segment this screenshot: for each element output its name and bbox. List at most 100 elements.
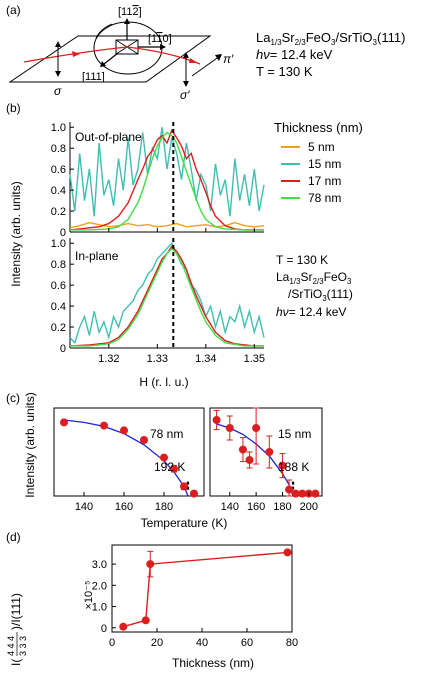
b-bot-series-15nm: [69, 241, 265, 345]
c-left-data-point: [170, 464, 178, 473]
c-right-data-point: [238, 445, 247, 454]
b-bot-xtick-label: 1.35: [244, 353, 265, 365]
c-right-data-point: [291, 489, 300, 498]
panel-d-xlabel: Thickness (nm): [172, 656, 254, 670]
b-bot-series-78nm: [70, 247, 264, 347]
d-xtick-label: 0: [109, 637, 115, 649]
b-top-ytick-label: 0.6: [51, 164, 66, 176]
panel-b-title-oop: Out-of-plane: [75, 130, 142, 144]
b-bot-series-17nm: [69, 245, 264, 347]
c-right-data-point: [278, 461, 287, 470]
d-ytick-label: 2.0: [92, 580, 107, 592]
legend-label-15nm: 15 nm: [308, 157, 341, 171]
label-vector-112: [112]: [118, 6, 142, 18]
c-right-data-point: [285, 485, 294, 494]
legend-title: Thickness (nm): [274, 120, 363, 135]
b-top-ytick-label: 0.8: [51, 143, 66, 155]
c-right-xtick-label: 180: [273, 501, 291, 513]
c-right-data-point: [265, 448, 274, 456]
c-right-data-point: [311, 489, 320, 498]
svg-text:3 3 3: 3 3 3: [18, 636, 28, 656]
svg-text:T = 130 K: T = 130 K: [276, 253, 328, 267]
b-top-ytick-label: 1.0: [51, 122, 66, 134]
panel-label-d: (d): [6, 530, 21, 544]
d-ytick-label: 3.0: [92, 559, 107, 571]
svg-text:hν= 12.4 keV: hν= 12.4 keV: [256, 47, 333, 62]
panel-b-side-info: T = 130 K La1/3Sr2/3FeO3 /SrTiO3(111) hν…: [276, 253, 353, 319]
d-data-point: [141, 616, 150, 625]
d-data-point: [119, 622, 128, 631]
svg-text:T = 130 K: T = 130 K: [256, 64, 313, 79]
c-left-data-point: [160, 453, 168, 462]
b-bot-ytick-label: 0.8: [51, 259, 66, 271]
c-right-xtick-label: 160: [247, 501, 265, 513]
label-vector-111: [111]: [82, 71, 105, 83]
panel-label-a: (a): [6, 3, 21, 17]
svg-text:/SrTiO3(111): /SrTiO3(111): [288, 287, 353, 303]
d-series-line: [123, 551, 288, 628]
b-bot-xtick-label: 1.33: [147, 353, 168, 365]
b-bot-ytick-label: 0.6: [51, 280, 66, 292]
panel-label-b: (b): [6, 101, 21, 115]
pi-out-arrow: [191, 55, 221, 77]
d-ytick-label: 0: [101, 623, 107, 635]
panel-label-c: (c): [6, 391, 20, 405]
legend-label-5nm: 5 nm: [308, 140, 335, 154]
c-left-data-point: [60, 418, 68, 427]
d-xtick-label: 20: [151, 637, 163, 649]
panel-b-legend: Thickness (nm) 5 nm 15 nm 17 nm 78 nm: [274, 120, 363, 205]
panel-c-left-label: 78 nm: [150, 427, 183, 441]
c-left-xtick-label: 140: [75, 501, 93, 513]
svg-text:4 4 4: 4 4 4: [6, 636, 16, 656]
c-left-data-point: [180, 482, 188, 491]
panel-b-ylabel: Intensity (arb. units): [9, 181, 23, 286]
b-bot-ytick-label: 1.0: [51, 238, 66, 250]
label-sigma-in: σ: [54, 84, 62, 98]
c-left-data-point: [120, 426, 128, 435]
sample-info-block: La1/3Sr2/3FeO3/SrTiO3(111) hν= 12.4 keV …: [256, 30, 405, 79]
plot-c-15nm: 140 160 180 200: [209, 407, 323, 513]
c-left-data-point: [190, 489, 198, 498]
b-top-series-17nm: [69, 128, 264, 231]
d-ytick-label: 1.0: [92, 602, 107, 614]
c-left-xtick-label: 180: [155, 501, 173, 513]
c-right-xtick-label: 200: [300, 501, 318, 513]
legend-label-17nm: 17 nm: [308, 174, 341, 188]
c-left-data-point: [140, 436, 148, 444]
c-right-xtick-label: 140: [221, 501, 239, 513]
plot-c-78nm: 140 160 180: [53, 407, 205, 513]
sample-plane: [8, 35, 212, 83]
svg-text:La1/3Sr2/3FeO3: La1/3Sr2/3FeO3: [276, 270, 352, 286]
b-bot-ytick-label: 0.2: [51, 322, 66, 334]
panel-c-xlabel: Temperature (K): [141, 516, 228, 530]
d-xtick-label: 40: [196, 637, 208, 649]
panel-b-xlabel: H (r. l. u.): [139, 375, 188, 389]
label-sigma-out: σ′: [180, 88, 190, 102]
vector-111: [103, 52, 119, 65]
b-top-ytick-label: 0: [60, 227, 66, 239]
scattering-geometry-diagram: [112] [110] [111] σ σ′ π′: [8, 6, 234, 102]
c-left-fit-line: [63, 419, 189, 497]
c-right-data-point: [298, 489, 307, 498]
b-bot-xtick-label: 1.34: [195, 353, 216, 365]
c-right-data-point: [225, 424, 234, 432]
svg-text:)/I(111): )/I(111): [9, 593, 23, 630]
label-vector-1-10: [110]: [148, 33, 172, 45]
panel-b-title-ip: In-plane: [75, 249, 119, 263]
svg-text:I(: I(: [9, 659, 23, 666]
panel-d-ylabel: I( 4 4 4 3 3 3 )/I(111): [6, 593, 28, 666]
c-right-data-point: [212, 416, 221, 424]
svg-text:La1/3Sr2/3FeO3/SrTiO3(111): La1/3Sr2/3FeO3/SrTiO3(111): [256, 30, 405, 47]
d-xtick-label: 80: [286, 637, 298, 649]
panel-c-left-tn: 192 K: [154, 460, 185, 474]
b-top-ytick-label: 0.4: [51, 185, 66, 197]
c-left-data-point: [100, 421, 108, 430]
d-data-point: [146, 560, 155, 569]
plot-d-thickness: 0 1.0 2.0 3.0 0 20 40 60 80: [92, 544, 298, 649]
panel-c-right-label: 15 nm: [278, 427, 311, 441]
panel-d-scale: ×10⁻⁵: [83, 580, 95, 609]
panel-c-ylabel: Intensity (arb. units): [23, 392, 37, 497]
c-left-xtick-label: 160: [115, 501, 133, 513]
c-right-frame: [209, 407, 323, 497]
